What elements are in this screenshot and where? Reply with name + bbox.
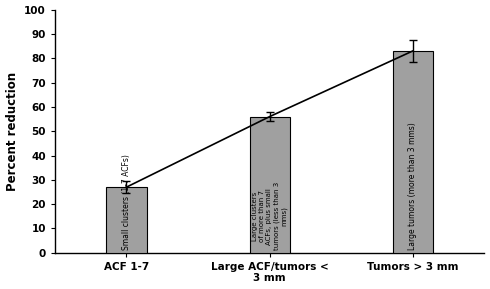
Text: Small clusters (1-7 ACFs): Small clusters (1-7 ACFs) bbox=[122, 155, 131, 250]
Y-axis label: Percent reduction: Percent reduction bbox=[5, 72, 19, 191]
Bar bbox=[393, 51, 433, 253]
Bar bbox=[249, 116, 290, 253]
Text: Large tumors (more than 3 mms): Large tumors (more than 3 mms) bbox=[408, 123, 417, 250]
Bar bbox=[106, 187, 147, 253]
Text: Large clusters
of more than 7
ACFs, plus small
tumors (less than 3
mms): Large clusters of more than 7 ACFs, plus… bbox=[252, 182, 287, 250]
